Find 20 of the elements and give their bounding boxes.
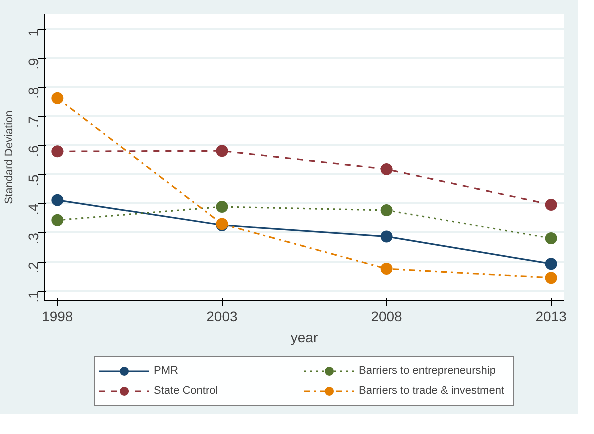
legend-label: State Control [154,385,220,397]
y-tick-label: .7 [26,116,42,128]
y-tick-label: .3 [26,232,42,245]
y-tick-label: .5 [26,174,42,186]
x-axis-title: year [290,330,318,346]
x-tick-label: 2013 [536,308,568,324]
y-tick-label: .6 [26,145,42,158]
legend-label: Barriers to trade & investment [359,385,506,397]
y-tick-label: 1 [26,28,42,37]
y-tick-label: .4 [26,204,42,216]
y-tick-label: .9 [26,58,42,70]
x-tick-label: 2003 [206,308,238,324]
x-tick-label: 2008 [371,308,403,324]
y-tick-label: .2 [26,262,42,274]
legend-label: Barriers to entrepreneurship [359,365,497,377]
y-tick-label: .1 [26,290,42,303]
y-axis-title: Standard Deviation [4,110,16,204]
legend-label: PMR [154,365,180,377]
y-tick-label: .8 [26,87,42,99]
x-tick-label: 1998 [42,308,74,324]
